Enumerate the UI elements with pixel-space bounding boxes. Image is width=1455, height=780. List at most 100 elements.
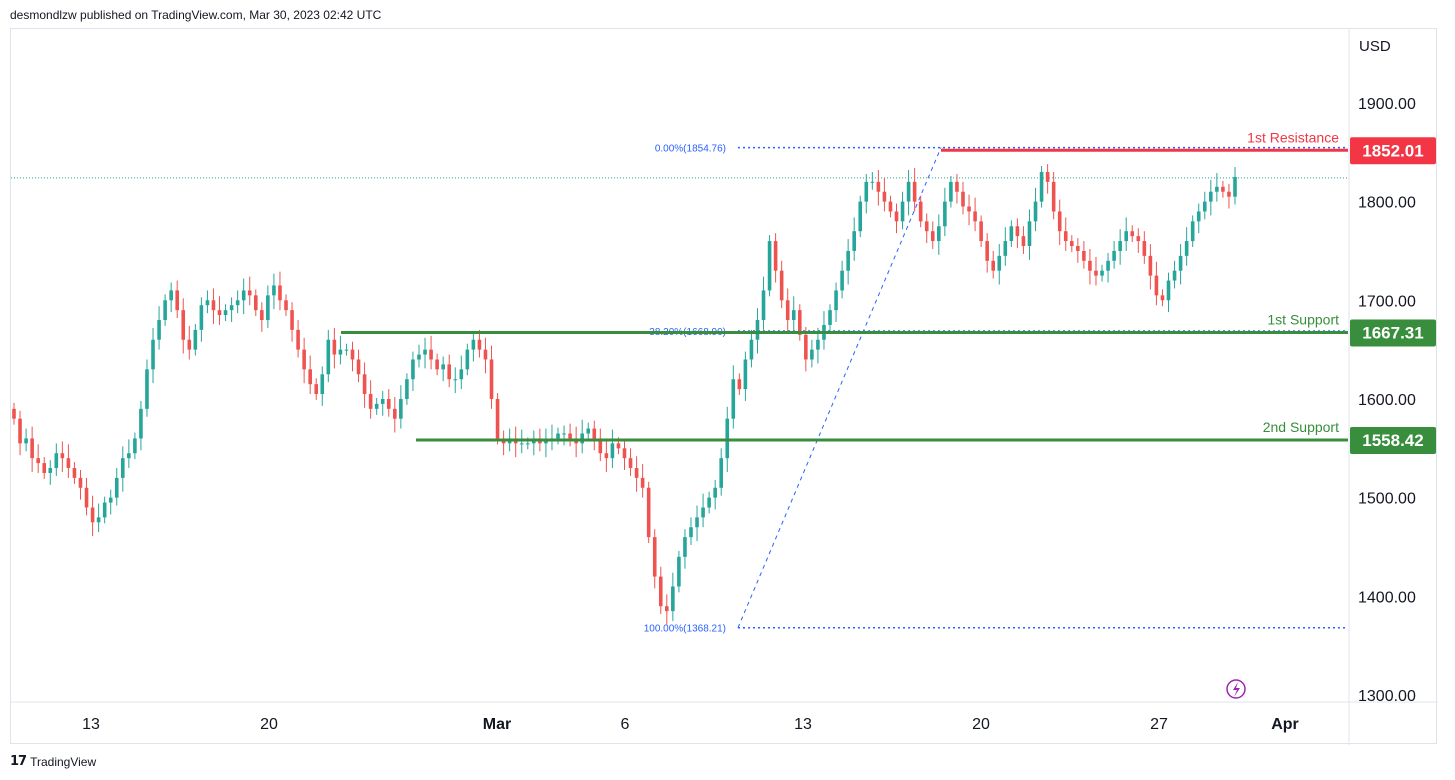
- candle-body: [344, 349, 349, 351]
- candle-body: [894, 211, 899, 222]
- candle-body: [967, 206, 971, 212]
- candle-body: [846, 250, 850, 271]
- candle-body: [350, 349, 355, 360]
- candle-body: [205, 300, 210, 306]
- candle-body: [882, 191, 887, 202]
- candle-body: [1057, 211, 1062, 232]
- candle-body: [1227, 191, 1231, 197]
- candle-body: [278, 285, 282, 301]
- candle-body: [888, 201, 893, 212]
- candle-body: [1202, 201, 1207, 212]
- chart-frame[interactable]: USD 1900.00 1800.00 1700.00 1600.00 1500.00 14…: [10, 28, 1438, 745]
- candle-body: [961, 191, 965, 207]
- publisher-header: desmondlzw published on TradingView.com,…: [10, 8, 382, 22]
- candle-body: [1154, 275, 1159, 296]
- y-tick-label: 1800.00: [1358, 195, 1416, 212]
- candle-body: [870, 181, 875, 183]
- candle-body: [779, 270, 784, 301]
- candle-body: [380, 398, 385, 404]
- candle-body: [598, 438, 603, 454]
- x-tick-label: 20: [972, 716, 990, 733]
- candle-body: [1076, 246, 1080, 251]
- candle-body: [54, 453, 59, 469]
- price-chart[interactable]: USD 1900.00 1800.00 1700.00 1600.00 1500.00 14…: [11, 29, 1438, 745]
- candle-body: [900, 201, 905, 222]
- candle-body: [332, 339, 337, 355]
- candle-body: [72, 468, 77, 478]
- tradingview-logo-icon: 17: [10, 754, 27, 769]
- candle-body: [66, 458, 71, 469]
- candle-body: [804, 334, 808, 360]
- candle-body: [622, 448, 627, 459]
- candle-body: [828, 310, 832, 325]
- currency-label: USD: [1359, 38, 1391, 55]
- candle-body: [519, 443, 524, 445]
- candle-body: [568, 433, 572, 439]
- candle-body: [1063, 231, 1068, 242]
- candle-body: [1136, 236, 1141, 242]
- candle-body: [924, 221, 929, 232]
- support-name-label: 1st Support: [1267, 312, 1339, 328]
- candle-body: [411, 359, 415, 380]
- x-tick-label: 13: [82, 716, 100, 733]
- lightning-bolt-icon: [1233, 682, 1240, 697]
- candle-body: [114, 477, 119, 498]
- candle-body: [199, 305, 204, 330]
- price-badge-label: 1558.42: [1362, 431, 1423, 450]
- candle-body: [423, 349, 427, 355]
- candle-body: [580, 433, 584, 444]
- candle-body: [24, 438, 28, 444]
- candle-body: [48, 468, 53, 473]
- candle-body: [755, 320, 760, 340]
- candle-body: [1088, 260, 1092, 271]
- candle-body: [241, 290, 246, 301]
- candle-body: [163, 300, 167, 321]
- candle-body: [985, 241, 989, 261]
- candle-body: [743, 359, 748, 390]
- candle-body: [991, 260, 996, 271]
- candle-body: [1027, 221, 1032, 247]
- candle-body: [447, 364, 452, 380]
- candle-body: [652, 537, 657, 577]
- candle-body: [187, 339, 192, 350]
- candle-body: [1045, 171, 1050, 182]
- candle-body: [405, 379, 409, 399]
- candle-body: [646, 487, 651, 538]
- candle-body: [60, 453, 65, 459]
- candle-body: [1100, 270, 1104, 276]
- y-tick-label: 1500.00: [1358, 491, 1416, 508]
- candle-body: [767, 241, 772, 291]
- candle-body: [604, 453, 609, 459]
- x-tick-label: 20: [260, 716, 278, 733]
- candle-body: [1172, 270, 1177, 281]
- candle-body: [906, 181, 911, 202]
- candle-body: [1009, 226, 1014, 242]
- candle-body: [1015, 226, 1020, 237]
- candle-body: [634, 468, 639, 478]
- candle-body: [997, 255, 1002, 271]
- candle-body: [127, 453, 131, 459]
- candle-body: [290, 310, 294, 330]
- candle-body: [689, 527, 693, 538]
- candle-body: [175, 290, 180, 311]
- candle-body: [96, 517, 101, 523]
- candle-body: [852, 231, 856, 251]
- y-tick-label: 1700.00: [1358, 293, 1416, 310]
- candle-body: [489, 359, 494, 399]
- candle-body: [1190, 221, 1195, 242]
- candle-body: [483, 349, 488, 360]
- candle-body: [1148, 255, 1153, 276]
- candle-body: [816, 339, 820, 350]
- y-tick-label: 1600.00: [1358, 392, 1416, 409]
- fib-trend-line: [737, 147, 942, 628]
- candle-body: [386, 398, 391, 409]
- candle-body: [1003, 241, 1008, 256]
- candle-body: [139, 408, 143, 439]
- candle-body: [1215, 186, 1219, 192]
- candle-body: [211, 300, 216, 311]
- brand-name: TradingView: [30, 754, 97, 769]
- candle-body: [253, 295, 258, 311]
- candle-body: [683, 537, 687, 557]
- candle-body: [145, 369, 149, 409]
- fib-label: 0.00%(1854.76): [655, 144, 726, 155]
